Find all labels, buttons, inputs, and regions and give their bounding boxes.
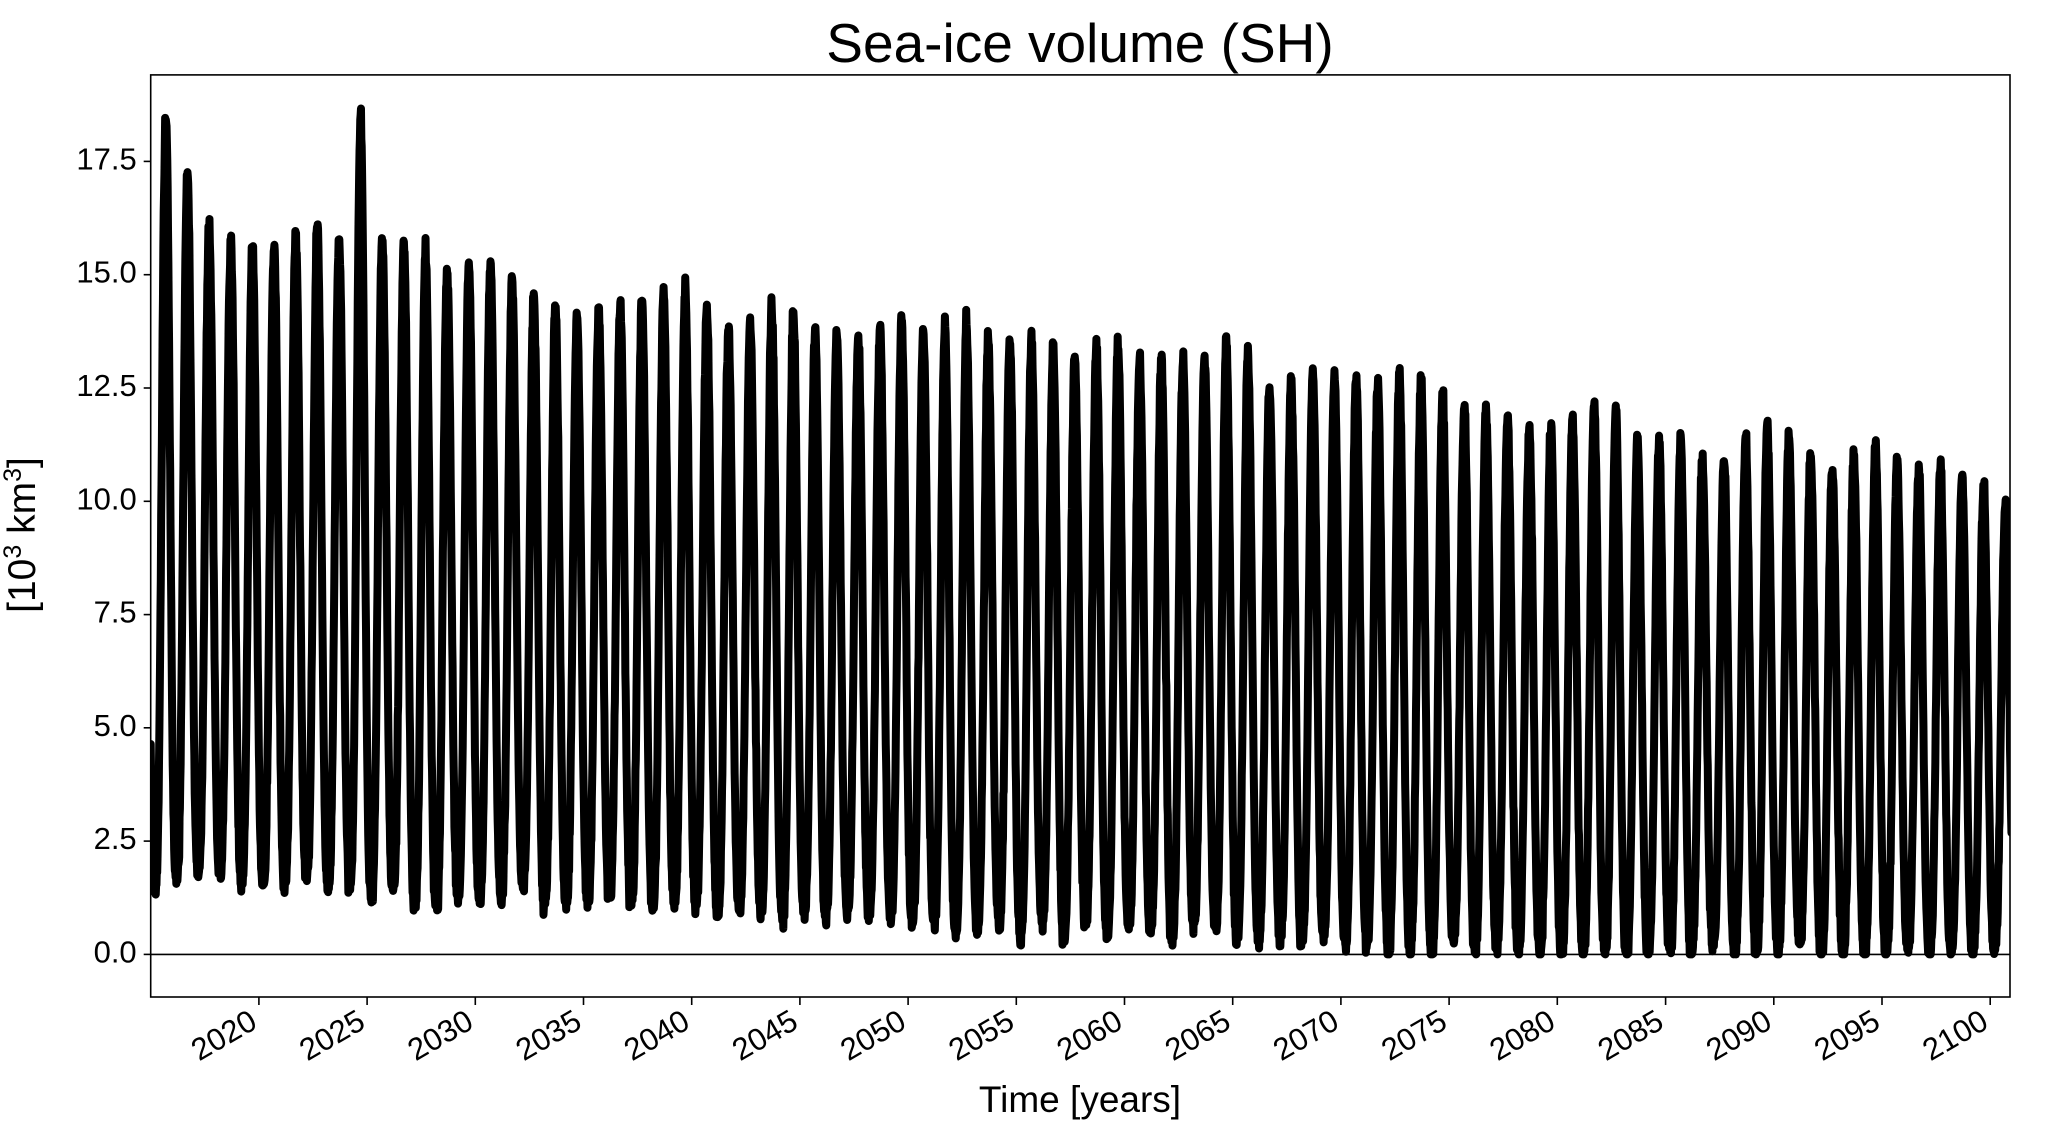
- svg-text:Time [years]: Time [years]: [979, 1079, 1181, 1120]
- svg-text:12.5: 12.5: [76, 368, 136, 403]
- svg-text:2.5: 2.5: [94, 821, 137, 856]
- svg-text:5.0: 5.0: [94, 708, 137, 743]
- svg-text:7.5: 7.5: [94, 595, 137, 630]
- svg-text:15.0: 15.0: [76, 255, 136, 290]
- svg-text:Sea-ice volume (SH): Sea-ice volume (SH): [826, 12, 1333, 74]
- svg-text:10.0: 10.0: [76, 481, 136, 516]
- svg-text:0.0: 0.0: [94, 934, 137, 969]
- svg-text:17.5: 17.5: [76, 141, 136, 176]
